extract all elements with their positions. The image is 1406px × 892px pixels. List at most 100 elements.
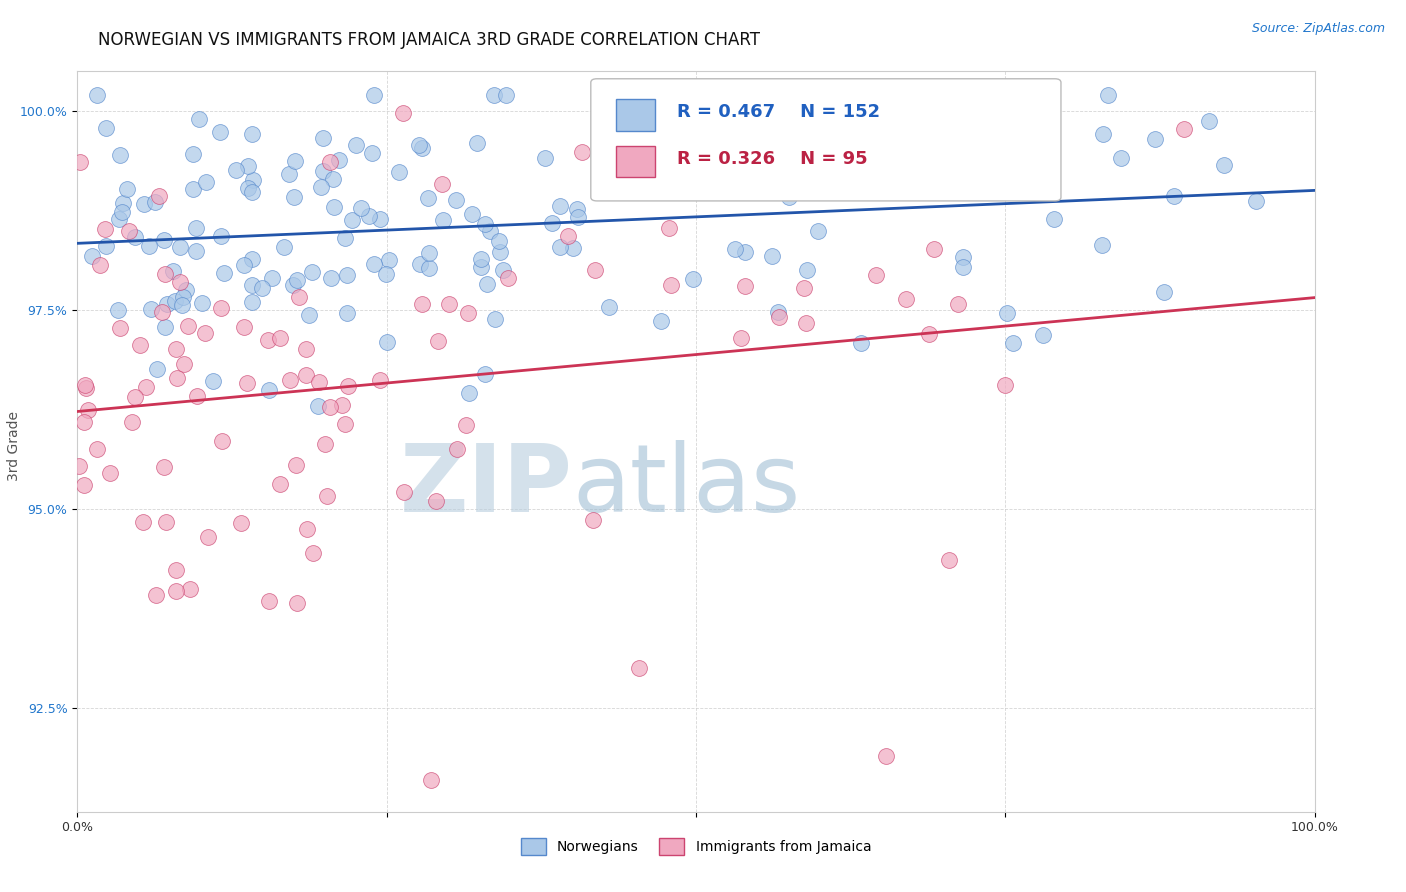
Point — [734, 279, 756, 293]
Point — [432, 213, 454, 227]
Point — [312, 164, 335, 178]
Point — [231, 516, 253, 531]
Point — [132, 515, 155, 529]
Point — [796, 262, 818, 277]
Point — [598, 161, 620, 176]
Point — [932, 177, 955, 191]
Point — [174, 283, 197, 297]
Point — [363, 257, 385, 271]
Point — [194, 326, 217, 340]
Point — [129, 337, 152, 351]
Point — [408, 138, 430, 153]
FancyBboxPatch shape — [591, 78, 1062, 201]
Point — [461, 207, 484, 221]
Point — [108, 148, 131, 162]
Point — [952, 260, 974, 275]
Point — [375, 334, 398, 349]
Point — [411, 140, 433, 154]
Point — [186, 389, 208, 403]
Point — [318, 154, 340, 169]
Point — [948, 297, 970, 311]
Point — [96, 121, 118, 136]
Point — [124, 390, 146, 404]
Point — [336, 306, 359, 320]
Point — [307, 399, 329, 413]
Point — [995, 306, 1018, 320]
Point — [495, 88, 517, 103]
Point — [273, 240, 295, 254]
Point — [172, 290, 194, 304]
Point — [165, 563, 187, 577]
Point — [1163, 189, 1185, 203]
Point — [420, 772, 443, 787]
Point — [89, 258, 111, 272]
Point — [108, 212, 131, 227]
Point — [233, 320, 256, 334]
Point — [285, 273, 308, 287]
Point — [240, 294, 263, 309]
FancyBboxPatch shape — [616, 146, 655, 178]
Point — [484, 88, 506, 103]
Point — [496, 270, 519, 285]
Point — [598, 300, 620, 314]
Point — [865, 268, 887, 283]
Point — [628, 661, 651, 675]
Point — [583, 263, 606, 277]
Point — [793, 280, 815, 294]
Point — [314, 436, 336, 450]
Point — [465, 136, 488, 150]
Point — [533, 151, 555, 165]
Point — [294, 342, 316, 356]
Point — [582, 513, 605, 527]
Point — [734, 244, 756, 259]
Point — [209, 125, 232, 139]
Point — [1005, 126, 1028, 140]
Point — [236, 159, 259, 173]
Point — [281, 277, 304, 292]
Point — [301, 265, 323, 279]
Point — [260, 271, 283, 285]
Point — [75, 381, 97, 395]
Point — [152, 233, 174, 247]
Point — [457, 386, 479, 401]
Point — [1097, 88, 1119, 103]
Point — [94, 221, 117, 235]
Point — [470, 252, 492, 266]
Point — [457, 305, 479, 319]
Point — [344, 138, 367, 153]
Point — [918, 326, 941, 341]
Point — [1001, 336, 1024, 351]
Point — [236, 181, 259, 195]
Point — [437, 297, 460, 311]
Point — [675, 108, 697, 122]
Point — [474, 217, 496, 231]
Point — [794, 316, 817, 330]
Point — [318, 400, 340, 414]
Point — [1173, 122, 1195, 136]
FancyBboxPatch shape — [616, 100, 655, 130]
Point — [295, 368, 318, 383]
Point — [387, 165, 409, 179]
Point — [1246, 194, 1268, 208]
Point — [179, 582, 201, 596]
Point — [430, 177, 453, 191]
Point — [165, 584, 187, 599]
Point — [295, 522, 318, 536]
Point — [761, 248, 783, 262]
Point — [257, 384, 280, 398]
Point — [132, 197, 155, 211]
Point — [169, 240, 191, 254]
Point — [240, 185, 263, 199]
Point — [363, 88, 385, 103]
Point — [257, 333, 280, 347]
Point — [111, 205, 134, 219]
Point — [153, 267, 176, 281]
Point — [693, 168, 716, 182]
Point — [288, 290, 311, 304]
Point — [894, 292, 917, 306]
Point — [285, 596, 308, 610]
Point — [659, 278, 682, 293]
Point — [80, 249, 103, 263]
Point — [336, 268, 359, 283]
Point — [456, 417, 478, 432]
